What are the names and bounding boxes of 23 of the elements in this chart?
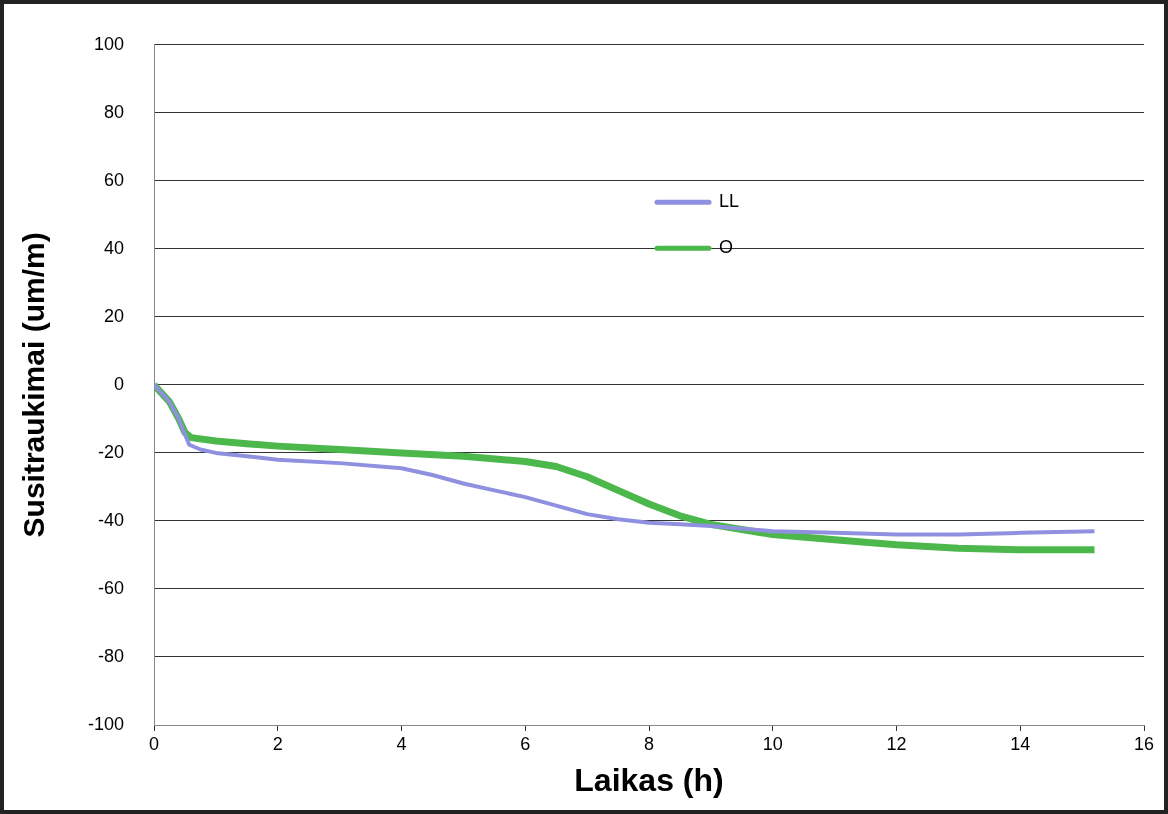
x-tick-label: 2: [272, 733, 283, 754]
y-tick-label: 40: [104, 237, 125, 258]
y-tick-label: -40: [98, 509, 125, 530]
x-tick-label: 10: [762, 733, 783, 754]
y-tick-label: -100: [88, 713, 125, 734]
y-tick-label: 60: [104, 169, 125, 190]
x-tick-label: 6: [520, 733, 531, 754]
legend-label: LL: [719, 191, 740, 212]
y-tick-label: -20: [98, 441, 125, 462]
y-tick-label: -80: [98, 645, 125, 666]
x-tick-label: 4: [396, 733, 407, 754]
y-axis-title: Susitraukimai (um/m): [17, 232, 51, 538]
x-tick-label: 16: [1133, 733, 1155, 754]
x-tick-label: 0: [149, 733, 160, 754]
x-tick-label: 14: [1010, 733, 1031, 754]
y-tick-label: 80: [104, 101, 125, 122]
y-tick-label: 20: [104, 305, 125, 326]
x-axis-title: Laikas (h): [574, 761, 724, 798]
y-tick-label: 100: [93, 33, 125, 54]
y-tick-label: -60: [98, 577, 125, 598]
x-tick-label: 8: [644, 733, 655, 754]
y-tick-label: 0: [114, 373, 125, 394]
x-tick-label: 12: [886, 733, 907, 754]
